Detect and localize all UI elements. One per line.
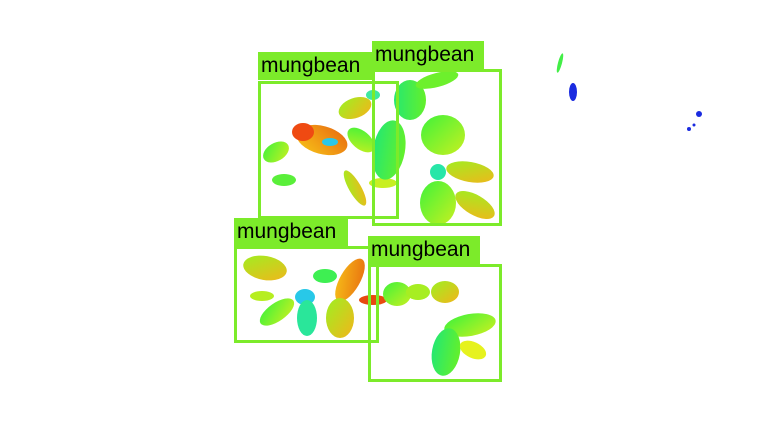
plant-bottom-right (383, 281, 496, 376)
detection-box (258, 81, 399, 219)
detection-box (372, 69, 502, 226)
detection-box (234, 246, 379, 343)
detection-label: mungbean (234, 218, 348, 246)
detection-box (368, 264, 502, 382)
plant-bottom-left (243, 255, 387, 338)
noise-points (556, 53, 702, 131)
detection-label: mungbean (372, 41, 484, 69)
detection-label: mungbean (368, 236, 480, 264)
detection-label: mungbean (258, 52, 372, 80)
